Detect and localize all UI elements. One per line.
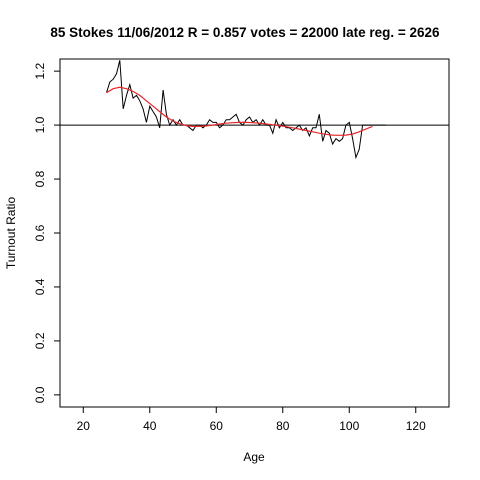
x-tick-label: 60 [210,419,224,433]
y-axis-label: Turnout Ratio [4,197,18,270]
x-tick-label: 100 [339,419,359,433]
x-tick-label: 80 [276,419,290,433]
y-tick-label: 0.8 [33,170,47,187]
y-axis: 0.0 0.2 0.4 0.6 0.8 1.0 1.2 [33,62,60,403]
x-axis-label: Age [243,450,265,464]
smoothed-turnout-curve [106,86,373,136]
y-tick-label: 0.6 [33,224,47,241]
x-tick-label: 20 [77,419,91,433]
x-tick-label: 40 [143,419,157,433]
chart-title: 85 Stokes 11/06/2012 R = 0.857 votes = 2… [50,25,440,40]
y-tick-label: 0.4 [33,278,47,295]
y-tick-label: 1.2 [33,62,47,79]
observed-turnout-line [106,60,386,160]
x-tick-label: 120 [406,419,426,433]
y-tick-label: 0.0 [33,386,47,403]
plot-frame [59,58,450,408]
y-tick-label: 1.0 [33,116,47,133]
x-axis: 20 40 60 80 100 120 [77,407,426,433]
y-tick-label: 0.2 [33,332,47,349]
